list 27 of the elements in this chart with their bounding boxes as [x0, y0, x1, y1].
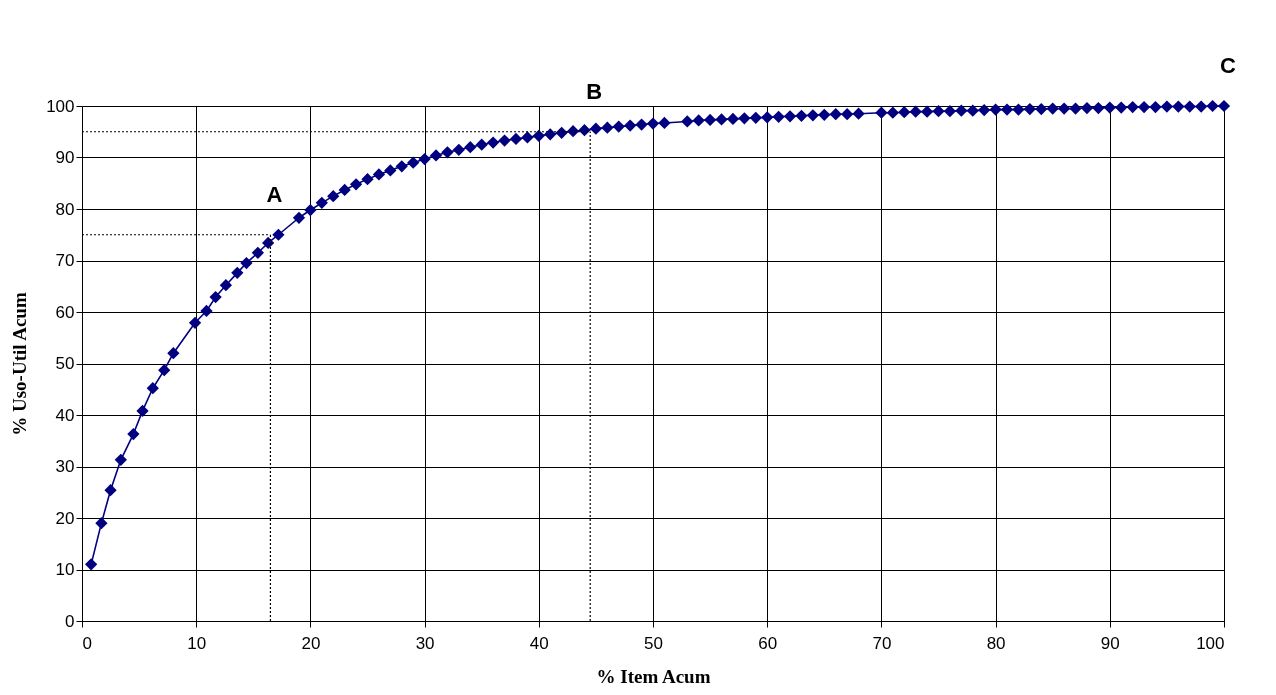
y-tick-label: 60: [55, 302, 75, 322]
x-tick-label: 40: [529, 633, 549, 653]
x-tick-label: 10: [187, 633, 207, 653]
x-tick-label: 100: [1196, 633, 1225, 653]
x-tick-label: 30: [415, 633, 435, 653]
x-tick-label: 60: [758, 633, 778, 653]
x-tick-label: 80: [986, 633, 1006, 653]
y-tick-label: 90: [55, 148, 75, 167]
annotation: A: [266, 181, 283, 207]
x-tick-label: 90: [1100, 633, 1120, 653]
y-tick-label: 80: [55, 199, 75, 219]
x-tick-label: 70: [872, 633, 892, 653]
y-axis-title: % Uso-Util Acum: [9, 292, 31, 436]
y-tick-label: 20: [55, 508, 75, 528]
y-tick-label: 10: [55, 560, 75, 579]
y-tick-label: 70: [55, 251, 75, 270]
x-tick-label: 20: [301, 633, 321, 653]
y-tick-label: 40: [55, 405, 75, 425]
annotation: B: [586, 78, 603, 104]
x-tick-label: 50: [644, 633, 663, 653]
y-tick-label: 0: [65, 611, 75, 631]
y-tick-label: 100: [46, 96, 75, 116]
x-axis-title: % Item Acum: [596, 665, 711, 687]
y-tick-label: 50: [55, 354, 75, 373]
y-tick-label: 30: [55, 457, 75, 476]
annotation: C: [1220, 53, 1237, 78]
x-tick-label: 0: [82, 633, 92, 653]
